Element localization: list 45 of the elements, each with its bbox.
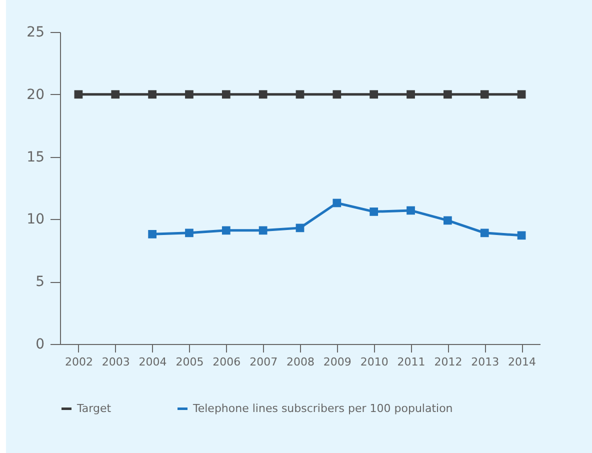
y-tick-label: 10 [26, 212, 44, 228]
point [111, 90, 120, 99]
point [444, 216, 452, 225]
x-tick-label: 2004 [138, 356, 167, 368]
x-tick-label: 2005 [176, 356, 204, 368]
y-tick-label: 25 [26, 24, 44, 40]
point [148, 90, 156, 99]
x-tick-label: 2009 [323, 356, 352, 368]
x-tick-label: 2013 [471, 356, 500, 368]
x-tick-label: 2003 [102, 356, 130, 368]
legend-label: Telephone lines subscribers per 100 population [192, 402, 453, 415]
x-tick-label: 2008 [286, 356, 314, 368]
point [406, 90, 415, 99]
x-tick-label: 2012 [434, 356, 462, 368]
x-tick-label: 2010 [360, 356, 388, 368]
point [332, 198, 342, 208]
point [406, 206, 415, 215]
point [258, 226, 268, 235]
point [517, 231, 526, 240]
point [296, 90, 304, 99]
point [370, 208, 378, 216]
y-tick-label: 0 [36, 336, 44, 352]
x-tick-label: 2002 [64, 356, 93, 368]
legend-label: Target [76, 402, 112, 415]
point [480, 228, 489, 238]
point [296, 224, 304, 232]
point [185, 90, 194, 99]
point [517, 90, 526, 99]
x-tick-label: 2011 [397, 356, 426, 368]
point [222, 90, 230, 99]
point [258, 90, 268, 99]
point [185, 228, 194, 238]
point [222, 226, 230, 235]
point [74, 90, 83, 99]
x-tick-label: 2006 [212, 356, 241, 368]
x-tick-label: 2014 [508, 356, 536, 368]
point [370, 90, 378, 99]
point [444, 90, 452, 99]
point [480, 90, 489, 99]
x-tick-label: 2007 [250, 356, 278, 368]
point [332, 90, 342, 99]
y-tick-label: 5 [36, 274, 44, 290]
y-tick-label: 15 [26, 149, 44, 166]
y-tick-label: 20 [26, 86, 44, 103]
point [148, 230, 156, 238]
